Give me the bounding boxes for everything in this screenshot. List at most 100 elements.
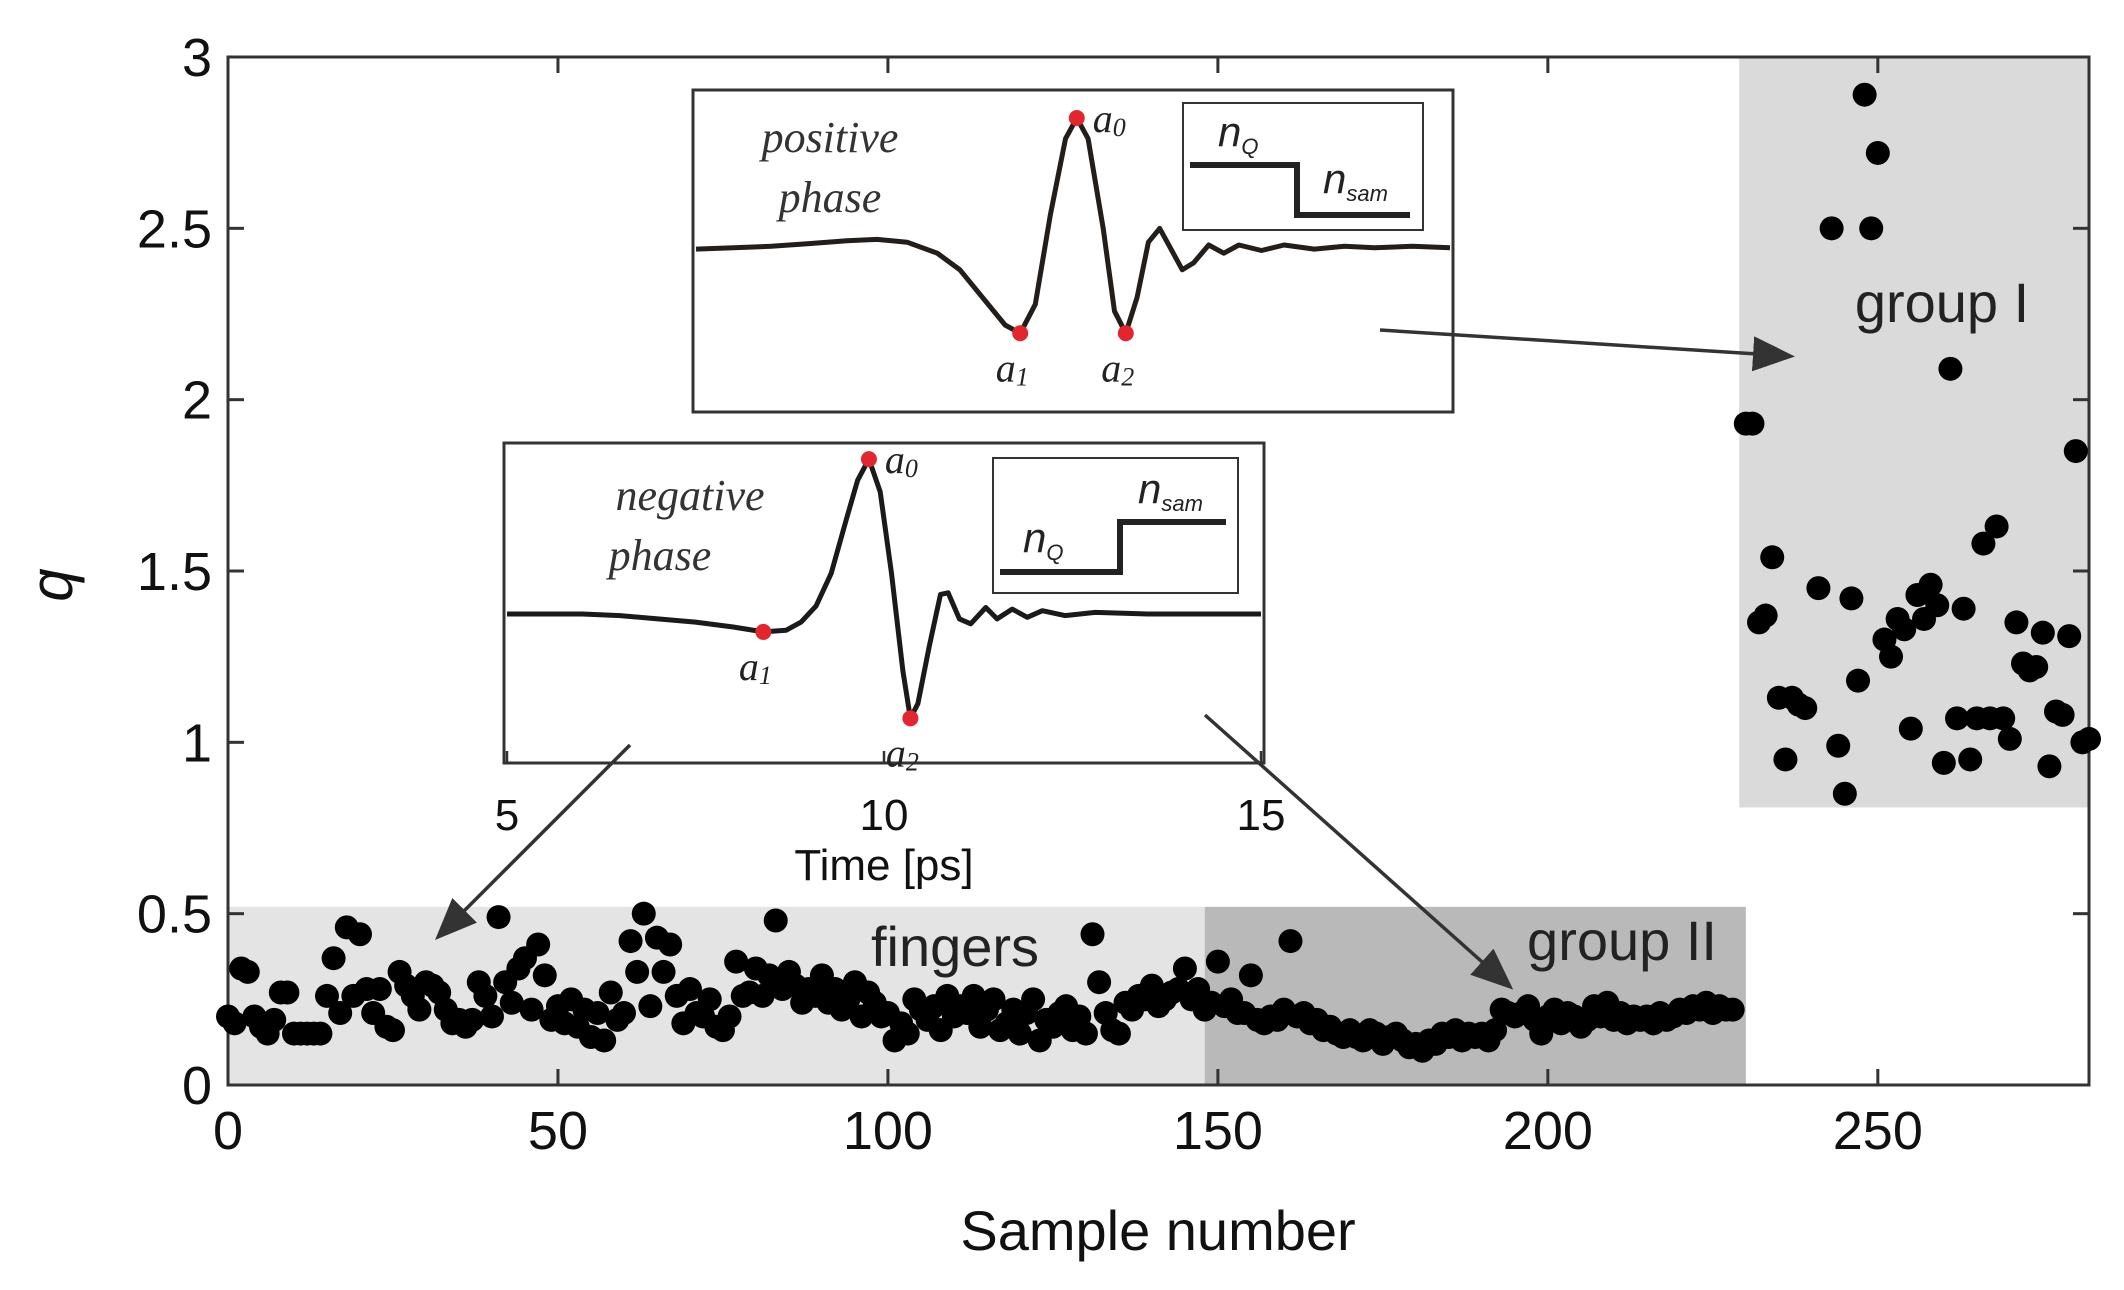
data-point	[347, 922, 372, 947]
data-point	[638, 994, 663, 1019]
data-point	[1859, 216, 1884, 241]
data-point	[407, 997, 432, 1022]
x-tick-label: 200	[1503, 1101, 1593, 1161]
x-tick-label: 100	[843, 1101, 933, 1161]
data-point	[367, 977, 392, 1002]
data-point	[1278, 929, 1303, 954]
data-point	[1938, 356, 1963, 381]
arrow-to-group-ii	[1203, 713, 1514, 990]
data-point	[222, 1011, 247, 1036]
data-point	[1879, 644, 1904, 669]
region-label-group-i: group I	[1855, 271, 2029, 334]
data-point	[532, 963, 557, 988]
data-point	[1997, 726, 2022, 751]
data-point	[1106, 1021, 1131, 1046]
data-point	[1238, 963, 1263, 988]
data-point	[321, 946, 346, 971]
data-point	[1007, 1021, 1032, 1046]
data-point	[2004, 610, 2029, 635]
data-point	[1971, 531, 1996, 556]
data-point	[658, 932, 683, 957]
data-point	[1984, 514, 2009, 539]
data-point	[526, 932, 551, 957]
positive-phase-label-line1: positive	[759, 113, 899, 162]
data-point	[308, 1021, 333, 1046]
data-point	[486, 905, 511, 930]
negative-markers: a0 a1 a2	[739, 437, 919, 776]
data-point	[1819, 216, 1844, 241]
arrow-to-group-i	[1379, 328, 1795, 372]
inset-x-tick-label: 15	[1237, 791, 1286, 840]
data-point	[2037, 754, 2062, 779]
positive-step-label-right: nsam	[1323, 155, 1388, 206]
shaded-regions	[228, 57, 2089, 1085]
data-point	[625, 959, 650, 984]
marker-a2	[1117, 325, 1134, 342]
y-tick-label: 2.5	[137, 199, 212, 259]
data-point	[1073, 1021, 1098, 1046]
positive-phase-label-line2: phase	[776, 173, 882, 222]
data-point	[1958, 747, 1983, 772]
data-point	[1172, 956, 1197, 981]
data-point	[519, 997, 544, 1022]
data-point	[1760, 545, 1785, 570]
data-point	[895, 1021, 920, 1046]
data-point	[1753, 603, 1778, 628]
x-axis-label: Sample number	[960, 1199, 1355, 1262]
negative-inset-x-ticks: 5 10 15	[495, 751, 1286, 840]
data-point	[1483, 1018, 1508, 1043]
x-axis-ticks: 0 50 100 150 200 250	[213, 57, 1923, 1161]
y-tick-label: 1	[182, 713, 212, 773]
y-tick-label: 2	[182, 371, 212, 431]
data-point	[1931, 750, 1956, 775]
inset-positive-phase: positive phase a0 a1 a2 nQ nsam	[691, 88, 1455, 414]
data-point	[1865, 140, 1890, 165]
data-point	[2024, 654, 2049, 679]
negative-step-label-bottom: nQ	[1023, 514, 1063, 565]
data-point	[499, 990, 524, 1015]
region-label-group-ii: group II	[1527, 909, 1717, 972]
marker-a1	[1012, 325, 1029, 342]
marker-a0	[860, 451, 877, 468]
data-point	[1898, 716, 1923, 741]
data-point	[618, 929, 643, 954]
marker-a0	[1068, 110, 1085, 126]
data-point	[1846, 668, 1871, 693]
negative-step-line	[1000, 519, 1226, 575]
marker-label-a1: a1	[739, 644, 772, 690]
data-point	[1925, 593, 1950, 618]
data-point	[724, 949, 749, 974]
x-tick-label: 150	[1173, 1101, 1263, 1161]
data-point	[2057, 624, 2082, 649]
data-point	[262, 1007, 287, 1032]
region-group-i	[1739, 57, 2089, 808]
y-tick-label: 1.5	[137, 542, 212, 602]
data-point	[631, 901, 656, 926]
data-point	[1080, 922, 1105, 947]
data-point	[763, 908, 788, 933]
data-point	[1832, 781, 1857, 806]
inset-x-axis-label: Time [ps]	[794, 841, 973, 890]
data-point	[1773, 747, 1798, 772]
negative-waveform-line	[507, 456, 1261, 721]
inset-negative-phase: negative phase a0 a1 a2 nsam nQ 5 10 15 Time…	[495, 437, 1286, 890]
data-point	[1918, 572, 1943, 597]
marker-label-a2: a2	[886, 730, 919, 776]
data-point	[2050, 702, 2075, 727]
data-point	[1806, 576, 1831, 601]
y-axis-label: q	[18, 568, 85, 601]
data-point	[750, 983, 775, 1008]
data-point	[2077, 726, 2101, 751]
data-point	[1793, 696, 1818, 721]
positive-step-label-left: nQ	[1218, 108, 1258, 159]
y-tick-label: 0.5	[137, 885, 212, 945]
negative-phase-label-line1: negative	[615, 471, 764, 520]
marker-label-a1: a1	[996, 345, 1029, 391]
inset-x-tick-label: 5	[495, 791, 519, 840]
data-point	[1951, 596, 1976, 621]
marker-a2	[902, 710, 919, 727]
data-point	[1021, 987, 1046, 1012]
data-point	[1892, 617, 1917, 642]
data-point	[1852, 82, 1877, 107]
